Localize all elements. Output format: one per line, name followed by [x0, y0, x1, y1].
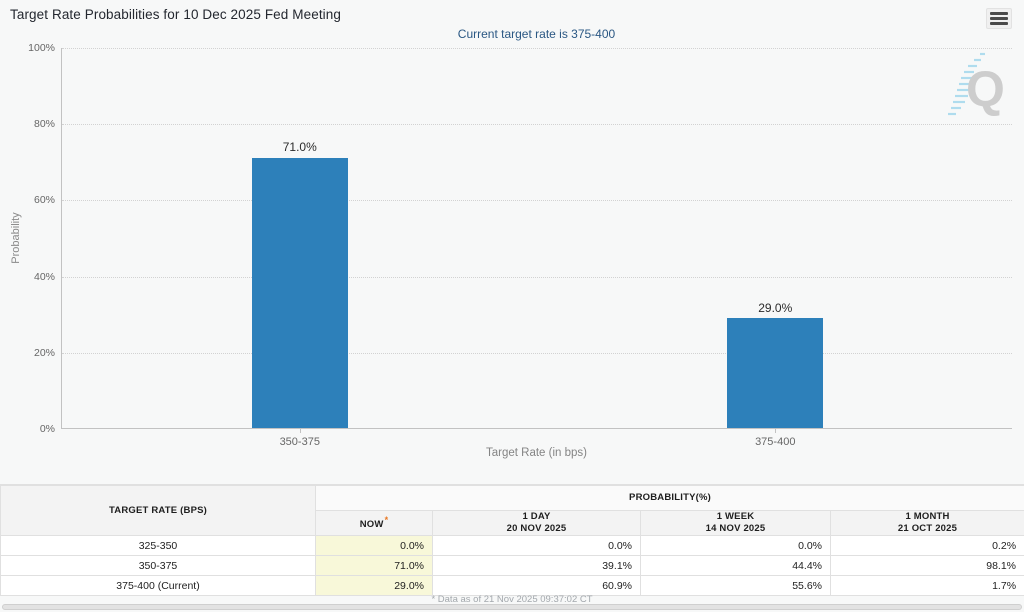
gridline [62, 200, 1012, 202]
hamburger-icon [990, 17, 1008, 20]
col-header-1-week: 1 WEEK 14 NOV 2025 [640, 510, 831, 536]
col-header-target-rate: TARGET RATE (BPS) [0, 485, 316, 536]
y-tick-label: 0% [39, 423, 55, 435]
cell-1-week: 44.4% [640, 555, 831, 576]
cell-target-rate: 375-400 (Current) [0, 575, 316, 596]
table-row: 350-375 71.0% 39.1% 44.4% 98.1% [0, 555, 1024, 576]
col-header-1-month: 1 MONTH 21 OCT 2025 [829, 510, 1024, 536]
watermark-letter: Q [966, 61, 1005, 117]
x-tick-mark [299, 429, 301, 433]
cell-now: 29.0% [315, 575, 433, 596]
x-category-label: 350-375 [279, 436, 320, 448]
cell-1-month: 98.1% [829, 555, 1024, 576]
cell-target-rate: 350-375 [0, 555, 316, 576]
y-tick-label: 60% [33, 194, 55, 207]
y-tick-label: 40% [33, 270, 55, 283]
col-header-probability-group: PROBABILITY(%) [314, 485, 1024, 511]
y-tick-label: 20% [33, 346, 55, 359]
cell-now: 0.0% [315, 535, 433, 556]
bar-value-label: 71.0% [282, 140, 317, 155]
page-title: Target Rate Probabilities for 10 Dec 202… [10, 7, 341, 22]
y-tick-label: 100% [28, 42, 55, 54]
gridline [62, 352, 1012, 354]
y-tick-label: 80% [33, 118, 55, 131]
asterisk-note: * [384, 514, 389, 525]
col-header-now: NOW* [315, 510, 433, 536]
probability-bar-350-375[interactable] [251, 157, 348, 428]
gridline [62, 48, 1012, 49]
table-row: 375-400 (Current) 29.0% 60.9% 55.6% 1.7% [0, 575, 1024, 596]
data-as-of-note: * Data as of 21 Nov 2025 09:37:02 CT [431, 594, 593, 605]
hamburger-icon [990, 12, 1008, 15]
table-row: 325-350 0.0% 0.0% 0.0% 0.2% [0, 535, 1024, 556]
x-axis-title: Target Rate (in bps) [486, 447, 587, 459]
cell-1-day: 60.9% [432, 575, 641, 596]
cell-1-month: 0.2% [829, 535, 1024, 556]
bottom-scrollbar[interactable] [2, 604, 1022, 610]
cell-now: 71.0% [315, 555, 433, 576]
y-axis: 0% 20% 40% 60% 80% 100% [0, 42, 55, 435]
x-tick-mark [775, 429, 777, 433]
current-target-rate-subtitle: Current target rate is 375-400 [457, 27, 616, 41]
cell-1-month: 1.7% [829, 575, 1024, 596]
chart-menu-button[interactable] [986, 8, 1012, 29]
gridline [62, 124, 1012, 126]
x-category-label: 375-400 [755, 436, 796, 448]
hamburger-icon [990, 22, 1008, 25]
cell-1-week: 0.0% [640, 535, 831, 556]
cell-target-rate: 325-350 [0, 535, 316, 556]
cell-1-week: 55.6% [640, 575, 831, 596]
bar-value-label: 29.0% [758, 300, 793, 315]
quikstrike-watermark-logo: Q [944, 52, 1008, 118]
probability-table: TARGET RATE (BPS) PROBABILITY(%) NOW* 1 D… [0, 484, 1024, 596]
gridline [62, 276, 1012, 278]
probability-bar-375-400[interactable] [727, 317, 824, 428]
col-header-1-day: 1 DAY 20 NOV 2025 [432, 510, 641, 536]
cell-1-day: 0.0% [432, 535, 641, 556]
cell-1-day: 39.1% [432, 555, 641, 576]
prob-table-body: 325-350 0.0% 0.0% 0.0% 0.2% 350-375 71.0% 39.1%… [0, 535, 1024, 596]
plot-area: 71.0% 350-375 29.0% 375-400 [61, 48, 1012, 448]
